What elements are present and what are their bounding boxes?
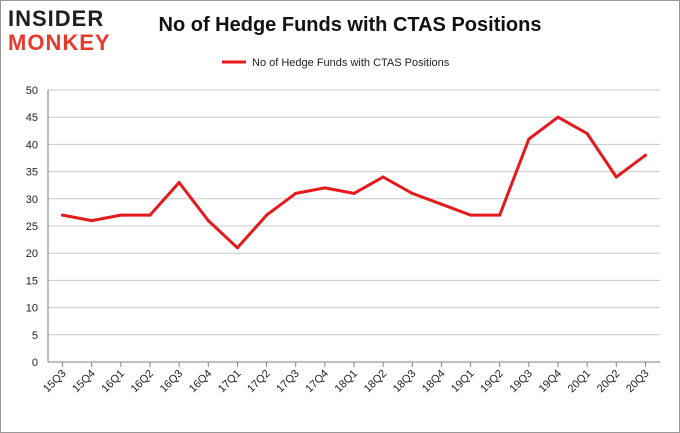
data-point-15Q3	[61, 213, 65, 217]
y-tick-label-30: 30	[26, 194, 38, 206]
data-point-19Q1	[469, 213, 473, 217]
x-tick-label-18Q2: 18Q2	[362, 368, 390, 396]
x-tick-label-17Q4: 17Q4	[303, 368, 331, 396]
x-tick-label-20Q1: 20Q1	[566, 368, 594, 396]
data-point-18Q1	[352, 191, 356, 195]
data-point-16Q2	[148, 213, 152, 217]
data-point-17Q1	[235, 246, 239, 250]
y-tick-label-50: 50	[26, 85, 38, 97]
x-tick-label-17Q2: 17Q2	[245, 368, 273, 396]
x-tick-label-20Q2: 20Q2	[595, 368, 623, 396]
data-point-18Q3	[410, 191, 414, 195]
data-point-19Q4	[556, 115, 560, 119]
x-tick-label-18Q4: 18Q4	[420, 368, 448, 396]
chart-title: No of Hedge Funds with CTAS Positions	[158, 14, 542, 36]
x-tick-labels: 15Q3 15Q4 16Q1 16Q2 16Q3 16Q4 17Q1 17Q2 17Q3 17Q4…	[41, 368, 651, 396]
x-tick-label-16Q3: 16Q3	[158, 368, 186, 396]
data-point-18Q4	[439, 202, 443, 206]
data-point-16Q1	[119, 213, 123, 217]
x-tick-label-16Q1: 16Q1	[99, 368, 127, 396]
data-point-20Q3	[643, 153, 647, 157]
data-point-17Q4	[323, 186, 327, 190]
data-point-18Q2	[381, 175, 385, 179]
legend: No of Hedge Funds with CTAS Positions	[222, 57, 450, 69]
data-point-17Q2	[265, 213, 269, 217]
y-tick-labels: 0 5 10 15 20 25 30 35 40 45 50	[26, 85, 38, 369]
y-tick-label-25: 25	[26, 221, 38, 233]
y-tick-label-15: 15	[26, 275, 38, 287]
y-tick-label-20: 20	[26, 248, 38, 260]
y-tick-label-0: 0	[32, 357, 38, 369]
y-tick-label-35: 35	[26, 167, 38, 179]
x-tick-label-16Q4: 16Q4	[187, 368, 215, 396]
data-point-19Q3	[527, 137, 531, 141]
y-tick-label-40: 40	[26, 139, 38, 151]
data-point-19Q2	[498, 213, 502, 217]
x-tick-label-19Q1: 19Q1	[449, 368, 477, 396]
logo-text-insider: INSIDER	[8, 6, 105, 31]
data-point-20Q2	[614, 175, 618, 179]
y-tick-label-10: 10	[26, 303, 38, 315]
x-tick-label-18Q3: 18Q3	[391, 368, 419, 396]
logo-text-monkey: MONKEY	[8, 30, 111, 55]
x-tick-label-20Q3: 20Q3	[624, 368, 652, 396]
data-point-15Q4	[90, 219, 94, 223]
insider-monkey-logo: INSIDER MONKEY	[8, 6, 126, 56]
y-tick-label-45: 45	[26, 112, 38, 124]
x-tick-label-19Q2: 19Q2	[478, 368, 506, 396]
legend-label: No of Hedge Funds with CTAS Positions	[252, 57, 450, 69]
x-tick-label-17Q1: 17Q1	[216, 368, 244, 396]
data-point-17Q3	[294, 191, 298, 195]
x-tick-label-17Q3: 17Q3	[274, 368, 302, 396]
x-tick-label-19Q4: 19Q4	[537, 368, 565, 396]
gridlines	[48, 89, 660, 336]
x-tick-label-16Q2: 16Q2	[129, 368, 157, 396]
series-lines	[61, 115, 647, 250]
y-tick-label-5: 5	[32, 330, 38, 342]
x-tick-label-15Q3: 15Q3	[41, 368, 69, 396]
x-tick-label-15Q4: 15Q4	[70, 368, 98, 396]
data-point-20Q1	[585, 132, 589, 135]
series-line-0	[61, 115, 647, 250]
data-point-16Q3	[177, 181, 181, 184]
x-tick-label-18Q1: 18Q1	[333, 368, 361, 396]
data-point-16Q4	[206, 219, 210, 223]
x-tick-label-19Q3: 19Q3	[507, 368, 535, 396]
axes	[47, 90, 660, 367]
